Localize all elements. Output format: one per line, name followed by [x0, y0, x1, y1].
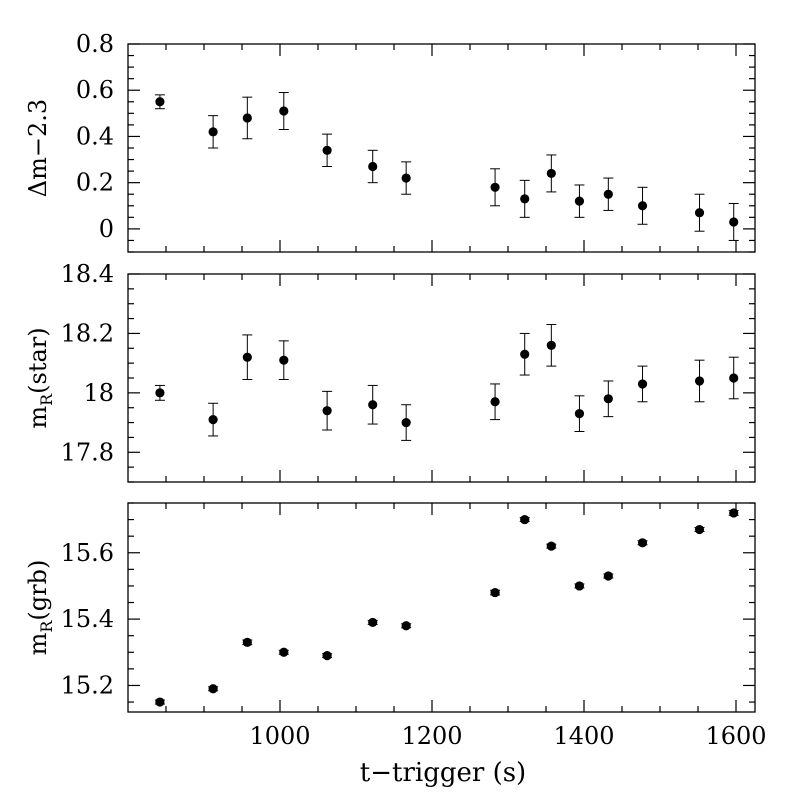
y-tick-label: 17.8	[61, 438, 114, 466]
x-axis-label: t−trigger (s)	[360, 758, 526, 788]
panels-group: 00.20.40.60.8Δm−2.317.81818.218.4mR(star…	[24, 30, 767, 750]
data-point	[279, 106, 289, 116]
y-tick-label: 0.4	[76, 122, 114, 150]
y-axis-label-main: m	[24, 406, 52, 429]
y-axis-label-subscript: R	[37, 393, 56, 406]
data-point	[490, 397, 500, 407]
data-point	[603, 189, 613, 199]
y-axis-label-main: Δm−2.3	[24, 99, 52, 197]
data-point	[729, 217, 739, 227]
data-point	[322, 145, 332, 155]
x-tick-label: 1200	[401, 722, 462, 750]
data-point	[574, 409, 585, 419]
data-point	[208, 127, 218, 137]
data-point	[401, 173, 411, 183]
data-point	[729, 373, 739, 383]
data-point	[546, 340, 556, 350]
data-point	[368, 400, 378, 410]
panel-frame	[127, 502, 756, 713]
data-point	[603, 571, 613, 581]
data-point	[694, 208, 705, 218]
y-axis-label: mR(star)	[24, 327, 56, 428]
panel-frame	[127, 43, 756, 253]
data-point	[401, 621, 411, 631]
data-point	[155, 388, 165, 398]
data-point	[637, 379, 648, 389]
data-point	[279, 647, 289, 657]
data-point	[520, 514, 530, 525]
data-point	[603, 394, 613, 404]
data-point	[279, 355, 289, 365]
data-point	[368, 617, 378, 628]
data-point	[546, 168, 556, 179]
data-point	[208, 415, 218, 425]
y-tick-label: 0.6	[76, 76, 114, 104]
x-tick-label: 1600	[705, 722, 766, 750]
data-point	[520, 194, 530, 204]
data-point	[520, 349, 530, 359]
y-axis-label-main: m	[24, 632, 52, 655]
data-point	[322, 651, 332, 661]
y-axis-label: Δm−2.3	[24, 99, 52, 197]
data-point	[242, 637, 252, 647]
data-point	[694, 376, 705, 386]
data-point	[574, 581, 585, 591]
y-tick-label: 18.4	[61, 260, 114, 288]
data-point	[242, 113, 252, 123]
y-tick-label: 0.2	[76, 169, 114, 197]
data-point	[637, 201, 648, 211]
data-point	[208, 684, 218, 694]
y-tick-label: 0.8	[76, 30, 114, 58]
y-tick-label: 15.4	[61, 605, 114, 633]
data-point	[546, 541, 556, 551]
panel-3: 15.215.415.6mR(grb)	[24, 502, 756, 713]
y-tick-label: 15.6	[61, 539, 114, 567]
data-point	[242, 352, 252, 362]
data-point	[155, 97, 165, 107]
data-point	[729, 508, 739, 518]
data-point	[637, 538, 648, 548]
panel-1: 0 0.2 0.4 0.6 0.8 Δm−2.3	[24, 30, 756, 253]
data-point	[155, 697, 165, 707]
y-axis-label: mR(grb)	[24, 560, 56, 656]
y-tick-label: 18.2	[61, 319, 114, 347]
panel-2: 17.8 18 18.2 18.4 mR(star)	[24, 260, 756, 483]
data-point	[694, 524, 705, 535]
data-point	[368, 161, 378, 172]
x-tick-label: 1000	[249, 722, 310, 750]
y-axis-label-suffix: (grb)	[24, 560, 52, 621]
y-tick-label: 0	[99, 215, 114, 243]
panel-frame	[127, 273, 756, 483]
y-axis-label-subscript: R	[37, 620, 56, 633]
data-point	[490, 587, 500, 598]
data-point	[490, 182, 500, 192]
data-point	[401, 417, 411, 428]
y-axis-label-suffix: (star)	[24, 327, 52, 393]
x-tick-label: 1400	[553, 722, 614, 750]
y-tick-label: 18	[83, 379, 114, 407]
data-point	[574, 196, 585, 206]
data-point	[322, 406, 332, 416]
y-tick-label: 15.2	[61, 671, 114, 699]
